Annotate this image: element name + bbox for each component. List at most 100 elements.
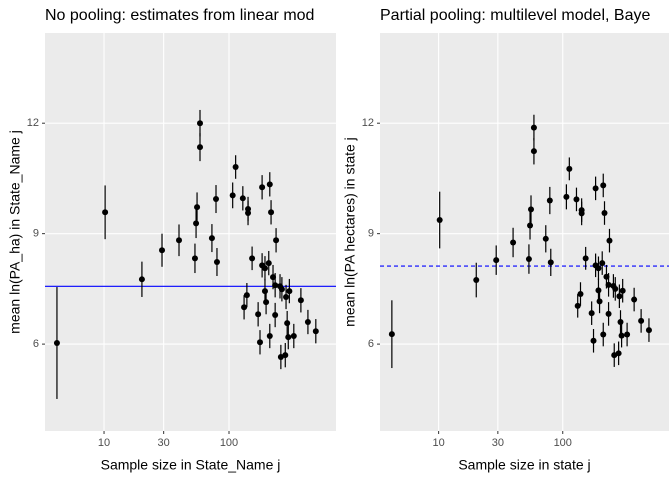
point — [197, 120, 204, 127]
point — [566, 165, 573, 172]
point — [547, 259, 554, 266]
point — [213, 259, 220, 266]
point — [243, 292, 250, 299]
y-tick-label: 9 — [368, 228, 374, 240]
point — [263, 299, 270, 306]
x-axis-title: Sample size in state j — [458, 457, 590, 473]
point — [241, 304, 248, 311]
point — [606, 237, 613, 244]
y-tick-label: 9 — [33, 228, 39, 240]
point — [528, 206, 535, 213]
point — [304, 319, 311, 326]
point — [297, 297, 304, 304]
point — [617, 319, 624, 326]
panel: 6 9 12 10 30 100 No pooling: estimates from li… — [7, 7, 336, 473]
point — [525, 256, 532, 263]
point — [624, 331, 631, 338]
point — [600, 182, 607, 189]
point — [618, 332, 625, 339]
panel-background — [45, 33, 336, 431]
point — [600, 331, 607, 338]
x-tick-label: 30 — [158, 437, 170, 449]
point — [53, 340, 60, 347]
y-tick-label: 12 — [362, 117, 374, 129]
point — [285, 334, 292, 341]
point — [259, 184, 266, 191]
chart-title: Partial pooling: multilevel model, Baye — [380, 7, 650, 24]
point — [542, 235, 549, 242]
point — [645, 327, 652, 334]
x-axis-title: Sample size in State_Name j — [101, 457, 281, 473]
point — [245, 210, 252, 217]
point — [595, 287, 602, 294]
point — [592, 185, 599, 192]
point — [266, 181, 273, 188]
point — [599, 260, 606, 267]
point — [388, 331, 395, 338]
y-tick-label: 12 — [27, 117, 39, 129]
x-tick-label: 10 — [98, 437, 110, 449]
point — [283, 293, 290, 300]
y-tick-label: 6 — [368, 338, 374, 350]
point — [510, 239, 517, 246]
point — [256, 339, 263, 346]
x-tick-label: 100 — [220, 437, 238, 449]
point — [574, 302, 581, 309]
point — [563, 193, 570, 200]
point — [436, 217, 443, 224]
point — [261, 288, 268, 295]
point — [312, 328, 319, 335]
point — [278, 286, 285, 293]
point — [194, 204, 201, 211]
y-axis-title: mean ln(PA hectares) in state j — [342, 137, 358, 327]
point — [282, 352, 289, 359]
x-tick-label: 30 — [492, 437, 504, 449]
point — [265, 260, 272, 267]
point — [213, 196, 220, 203]
point — [273, 237, 280, 244]
point — [229, 192, 236, 199]
point — [605, 310, 612, 317]
point — [605, 281, 612, 288]
point — [578, 210, 585, 217]
point — [590, 337, 597, 344]
point — [577, 291, 584, 298]
chart-title: No pooling: estimates from linear mod — [45, 7, 314, 24]
point — [473, 277, 480, 284]
point — [582, 255, 589, 262]
point — [138, 276, 145, 283]
point — [102, 209, 109, 216]
panel-background — [380, 33, 669, 431]
point — [270, 274, 277, 281]
point — [596, 298, 603, 305]
point — [527, 222, 534, 229]
point — [208, 235, 215, 242]
point — [588, 310, 595, 317]
point — [290, 333, 297, 340]
point — [239, 195, 246, 202]
point — [193, 220, 200, 227]
point — [638, 317, 645, 324]
point — [619, 287, 626, 294]
y-tick-label: 6 — [33, 338, 39, 350]
point — [631, 296, 638, 303]
point — [272, 312, 279, 319]
point — [176, 237, 183, 244]
point — [493, 257, 500, 264]
point — [530, 124, 537, 131]
point — [612, 285, 619, 292]
point — [616, 293, 623, 300]
point — [266, 333, 273, 340]
y-axis-title: mean ln(PA_ha) in State_Name j — [7, 130, 23, 334]
point — [546, 197, 553, 204]
point — [159, 247, 166, 254]
point — [573, 196, 580, 203]
point — [595, 265, 602, 272]
point — [284, 320, 291, 327]
point — [255, 311, 262, 318]
point — [232, 164, 239, 171]
point — [603, 273, 610, 280]
point — [530, 148, 537, 155]
point — [286, 288, 293, 295]
